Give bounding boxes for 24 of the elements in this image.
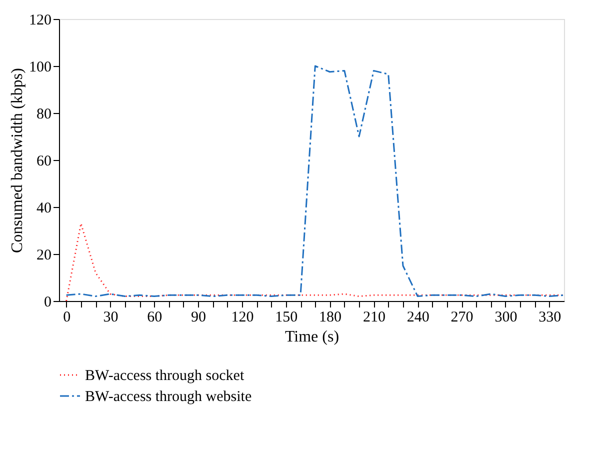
x-tick-label: 30 — [103, 310, 118, 326]
x-tick-label: 150 — [275, 310, 298, 326]
x-tick-label: 270 — [450, 310, 474, 326]
legend-label: BW-access through socket — [85, 368, 245, 384]
line-series — [66, 65, 565, 298]
y-tick-label: 120 — [29, 12, 52, 28]
x-axis-title: Time (s) — [284, 328, 340, 346]
x-tick-label: 300 — [494, 310, 518, 326]
y-tick-label: 60 — [36, 154, 52, 170]
x-tick-label: 90 — [191, 310, 206, 326]
x-tick-label: 0 — [63, 310, 71, 326]
x-tick-label: 120 — [231, 310, 254, 326]
x-tick-label: 330 — [538, 310, 562, 326]
x-tick-label: 60 — [147, 310, 162, 326]
y-tick-label: 0 — [44, 294, 52, 310]
y-tick-label: 80 — [36, 106, 52, 122]
x-tick-label: 240 — [406, 310, 430, 326]
y-tick-label: 40 — [36, 200, 52, 216]
y-axis-title: Consumed bandwidth (kbps) — [9, 68, 26, 253]
x-tick-label: 210 — [362, 310, 386, 326]
y-tick-label: 20 — [36, 248, 52, 264]
x-tick-label: 180 — [319, 310, 342, 326]
legend-label: BW-access through website — [85, 389, 252, 405]
y-tick-label: 100 — [29, 60, 52, 76]
